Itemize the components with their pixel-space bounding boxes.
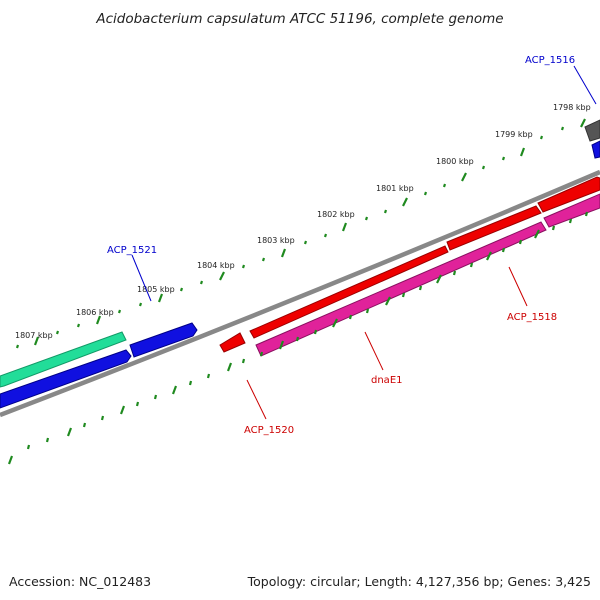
scale-label: 1800 kbp <box>436 157 474 166</box>
gene-label-acp-1516[interactable]: ACP_1516 <box>525 55 575 66</box>
map-title: Acidobacterium capsulatum ATCC 51196, co… <box>95 11 503 27</box>
callout-acp-1518 <box>508 266 528 307</box>
scale-label: 1804 kbp <box>197 261 235 270</box>
gene-blue-forward-2[interactable] <box>129 322 198 358</box>
gene-teal-forward[interactable] <box>0 331 127 388</box>
gene-acp-1518[interactable] <box>255 221 547 357</box>
scale-label: 1807 kbp <box>15 331 53 340</box>
gene-label-acp-1520[interactable]: ACP_1520 <box>244 425 294 436</box>
scale-label: 1805 kbp <box>137 285 175 294</box>
callout-acp-1521 <box>131 254 152 302</box>
reverse-genes-magenta <box>255 193 600 357</box>
gene-label-acp-1521[interactable]: ACP_1521 <box>107 245 157 256</box>
gene-acp-1516-blue[interactable] <box>591 140 600 159</box>
gene-red-middle[interactable] <box>446 205 542 251</box>
gene-labels: ACP_1516 ACP_1521 ACP_1518 dnaE1 ACP_152… <box>107 55 575 436</box>
genome-summary-text: Topology: circular; Length: 4,127,356 bp… <box>247 574 591 589</box>
gene-label-acp-1518[interactable]: ACP_1518 <box>507 312 557 323</box>
gene-acp-1520[interactable] <box>219 332 246 353</box>
gene-red-right[interactable] <box>537 176 600 213</box>
gene-label-dnae1[interactable]: dnaE1 <box>371 375 403 386</box>
gene-acp-1516-gray[interactable] <box>584 119 600 142</box>
scale-labels: 1798 kbp 1799 kbp 1800 kbp 1801 kbp 1802… <box>15 103 591 340</box>
reverse-genes-red <box>219 176 600 353</box>
accession-text: Accession: NC_012483 <box>9 574 151 589</box>
scale-label: 1798 kbp <box>553 103 591 112</box>
callout-dnae1 <box>364 331 384 371</box>
scale-label: 1802 kbp <box>317 210 355 219</box>
scale-label: 1801 kbp <box>376 184 414 193</box>
scale-label: 1806 kbp <box>76 308 114 317</box>
callout-acp-1520 <box>246 379 267 420</box>
callout-acp-1516 <box>573 65 597 105</box>
gene-dnae1-red[interactable] <box>249 245 449 339</box>
outer-tick-ring <box>15 118 586 349</box>
scale-label: 1799 kbp <box>495 130 533 139</box>
scale-label: 1803 kbp <box>257 236 295 245</box>
forward-genes <box>0 119 600 409</box>
gene-acp-1521[interactable] <box>0 349 132 409</box>
gene-magenta-right[interactable] <box>543 193 600 228</box>
chromosome-backbone <box>0 169 600 418</box>
inner-tick-ring <box>7 211 589 465</box>
callout-lines <box>131 65 597 420</box>
